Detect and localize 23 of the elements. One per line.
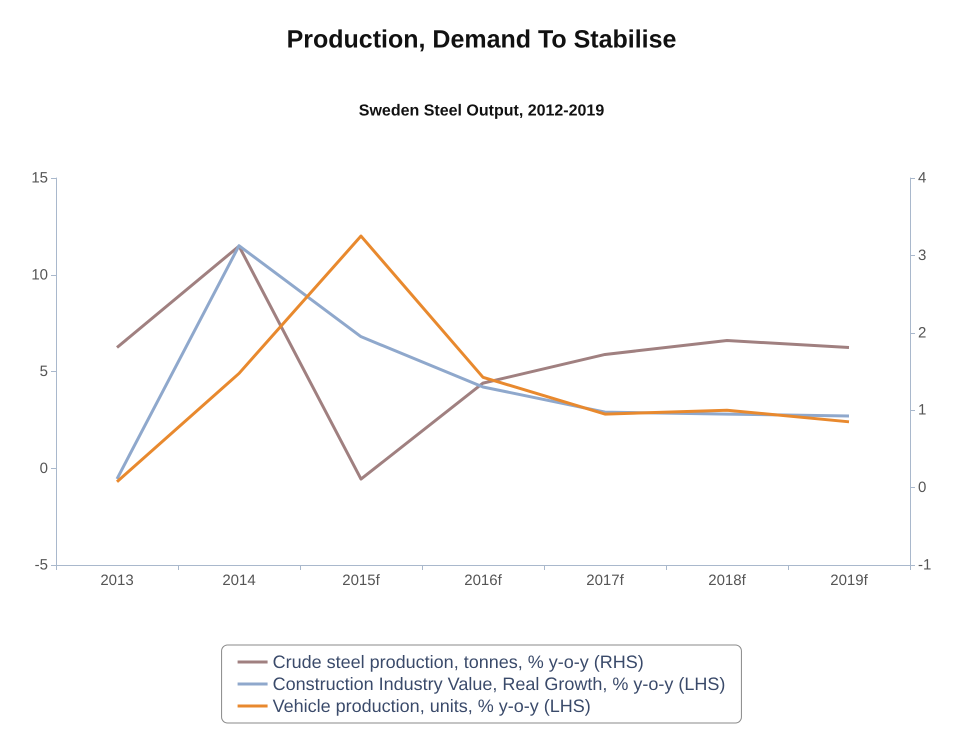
x-tick-label: 2015f	[342, 572, 381, 589]
x-tick-label: 2016f	[464, 572, 503, 589]
y-tick-label: 0	[40, 460, 48, 477]
legend-label: Crude steel production, tonnes, % y-o-y (RHS)	[272, 652, 644, 672]
x-tick-label: 2018f	[708, 572, 747, 589]
x-tick-label: 2017f	[586, 572, 625, 589]
y2-tick-label: 1	[918, 402, 926, 419]
y2-tick-label: 0	[918, 479, 926, 496]
legend-label: Construction Industry Value, Real Growth, % y-o-y (LHS)	[272, 674, 726, 694]
y2-tick-label: -1	[918, 556, 932, 574]
y-tick-label: 10	[31, 266, 48, 284]
y2-tick-label: 2	[918, 324, 926, 342]
chart-title: Production, Demand To Stabilise	[286, 26, 677, 54]
y2-tick-label: 4	[918, 170, 926, 186]
chart-subtitle: Sweden Steel Output, 2012-2019	[358, 102, 604, 120]
y-tick-label: 15	[31, 170, 48, 186]
legend-label: Vehicle production, units, % y-o-y (LHS)	[272, 696, 591, 716]
x-tick-label: 2013	[100, 572, 134, 589]
y2-tick-label: 3	[918, 246, 926, 264]
y-tick-label: -5	[34, 556, 48, 574]
y-tick-label: 5	[40, 363, 48, 380]
x-tick-label: 2019f	[830, 572, 869, 589]
x-tick-label: 2014	[222, 572, 256, 589]
